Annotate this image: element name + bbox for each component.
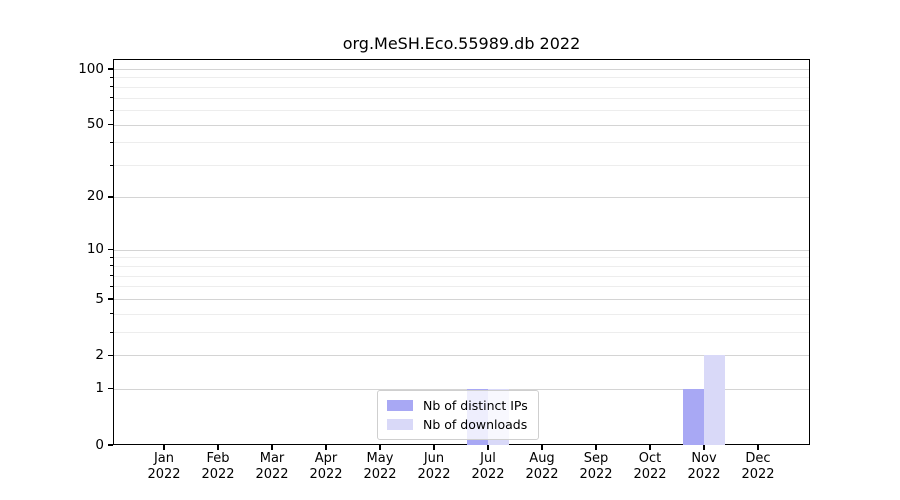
x-tick-year: 2022 bbox=[633, 467, 667, 482]
legend-swatch bbox=[387, 419, 413, 430]
y-gridline-minor bbox=[114, 142, 809, 144]
x-tick-year: 2022 bbox=[687, 467, 721, 482]
x-tick-label: Aug 2022 bbox=[514, 451, 570, 483]
x-tick-mark bbox=[487, 445, 489, 450]
x-tick-label: Feb 2022 bbox=[190, 451, 246, 483]
y-tick-label: 5 bbox=[95, 290, 104, 307]
bar-downloads bbox=[704, 355, 725, 445]
y-gridline-major bbox=[114, 249, 809, 251]
x-tick-year: 2022 bbox=[201, 467, 235, 482]
y-minor-tick-mark bbox=[110, 285, 113, 287]
y-gridline-minor bbox=[114, 265, 809, 267]
y-gridline-minor bbox=[114, 313, 809, 315]
y-minor-tick-mark bbox=[110, 265, 113, 267]
x-tick-label: Sep 2022 bbox=[568, 451, 624, 483]
x-tick-mark bbox=[757, 445, 759, 450]
x-tick-mark bbox=[325, 445, 327, 450]
x-tick-label: Jun 2022 bbox=[406, 451, 462, 483]
y-tick-mark bbox=[108, 68, 113, 70]
y-gridline-major bbox=[114, 388, 809, 390]
y-minor-tick-mark bbox=[110, 141, 113, 143]
x-tick-year: 2022 bbox=[255, 467, 289, 482]
plot-area bbox=[113, 59, 810, 445]
y-gridline-minor bbox=[114, 275, 809, 277]
y-minor-tick-mark bbox=[110, 76, 113, 78]
x-tick-label: Jan 2022 bbox=[136, 451, 192, 483]
y-gridline-minor bbox=[114, 97, 809, 99]
y-tick-mark bbox=[108, 444, 113, 446]
y-tick-label: 100 bbox=[78, 60, 104, 77]
legend-item: Nb of distinct IPs bbox=[387, 396, 528, 415]
y-gridline-minor bbox=[114, 257, 809, 259]
y-minor-tick-mark bbox=[110, 164, 113, 166]
x-tick-label: Oct 2022 bbox=[622, 451, 678, 483]
x-tick-year: 2022 bbox=[525, 467, 559, 482]
y-minor-tick-mark bbox=[110, 313, 113, 315]
y-gridline-major bbox=[114, 299, 809, 301]
legend-label: Nb of downloads bbox=[423, 417, 528, 432]
y-tick-label: 2 bbox=[95, 346, 104, 363]
y-tick-label: 0 bbox=[95, 436, 104, 453]
y-tick-mark bbox=[108, 387, 113, 390]
y-gridline-major bbox=[114, 69, 809, 70]
y-minor-tick-mark bbox=[110, 256, 113, 258]
y-gridline-major bbox=[114, 355, 809, 357]
x-tick-mark bbox=[217, 445, 219, 450]
y-tick-mark bbox=[108, 249, 113, 251]
x-tick-year: 2022 bbox=[363, 467, 397, 482]
x-tick-label: Jul 2022 bbox=[460, 451, 516, 483]
x-tick-mark bbox=[541, 445, 543, 450]
x-tick-label: Mar 2022 bbox=[244, 451, 300, 483]
y-tick-label: 1 bbox=[95, 380, 104, 397]
y-tick-label: 20 bbox=[86, 188, 104, 205]
x-tick-label: Dec 2022 bbox=[730, 451, 786, 483]
y-tick-mark bbox=[108, 354, 113, 357]
y-tick-label: 10 bbox=[86, 241, 104, 258]
x-tick-mark bbox=[649, 445, 651, 450]
x-tick-label: Apr 2022 bbox=[298, 451, 354, 483]
x-tick-mark bbox=[433, 445, 435, 450]
x-tick-year: 2022 bbox=[417, 467, 451, 482]
x-tick-year: 2022 bbox=[579, 467, 613, 482]
x-tick-year: 2022 bbox=[471, 467, 505, 482]
y-tick-mark bbox=[108, 124, 113, 126]
legend: Nb of distinct IPs Nb of downloads bbox=[377, 390, 539, 440]
x-tick-mark bbox=[271, 445, 273, 450]
x-tick-mark bbox=[163, 445, 165, 450]
legend-label: Nb of distinct IPs bbox=[423, 398, 528, 413]
x-tick-label: Nov 2022 bbox=[676, 451, 732, 483]
y-minor-tick-mark bbox=[110, 331, 113, 333]
x-tick-mark bbox=[379, 445, 381, 450]
y-gridline-minor bbox=[114, 165, 809, 167]
y-tick-label: 50 bbox=[86, 116, 104, 133]
y-gridline-minor bbox=[114, 110, 809, 112]
chart-title: org.MeSH.Eco.55989.db 2022 bbox=[342, 34, 581, 53]
y-gridline-minor bbox=[114, 286, 809, 288]
y-tick-mark bbox=[108, 196, 113, 198]
x-tick-year: 2022 bbox=[309, 467, 343, 482]
y-gridline-major bbox=[114, 196, 809, 198]
legend-swatch bbox=[387, 400, 413, 411]
x-tick-mark bbox=[595, 445, 597, 450]
y-minor-tick-mark bbox=[110, 109, 113, 111]
legend-item: Nb of downloads bbox=[387, 415, 528, 434]
y-minor-tick-mark bbox=[110, 275, 113, 277]
y-gridline-minor bbox=[114, 77, 809, 79]
y-gridline-minor bbox=[114, 86, 809, 88]
y-tick-mark bbox=[108, 298, 113, 300]
x-tick-year: 2022 bbox=[741, 467, 775, 482]
x-tick-year: 2022 bbox=[147, 467, 181, 482]
bar-distinct-ips bbox=[683, 388, 704, 445]
y-gridline-minor bbox=[114, 332, 809, 334]
y-minor-tick-mark bbox=[110, 86, 113, 88]
y-gridline-major bbox=[114, 124, 809, 126]
x-tick-label: May 2022 bbox=[352, 451, 408, 483]
y-minor-tick-mark bbox=[110, 97, 113, 99]
x-tick-mark bbox=[703, 445, 705, 450]
